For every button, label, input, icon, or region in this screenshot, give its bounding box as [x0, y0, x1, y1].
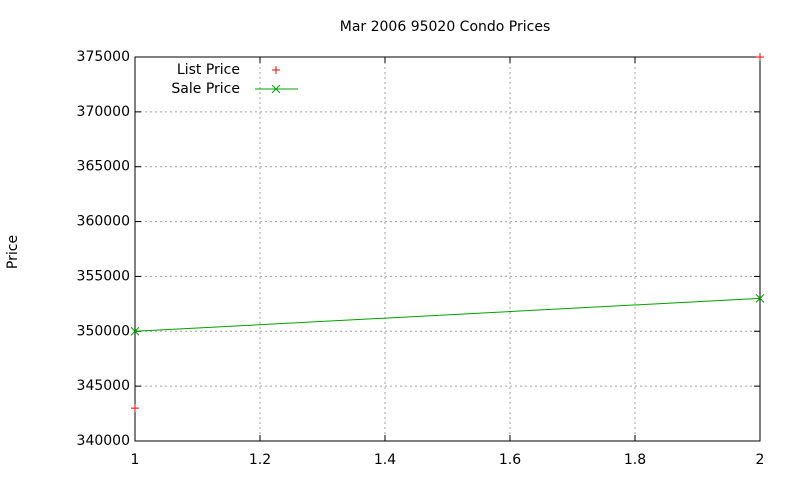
legend-marker: [271, 84, 281, 94]
y-axis-label: Price: [5, 235, 21, 269]
legend-label: List Price: [177, 62, 240, 78]
line: [134, 297, 761, 332]
y-tick-label: 345000: [77, 378, 130, 394]
x-tick-label: 1.6: [499, 452, 521, 468]
plot-border: [134, 56, 761, 442]
y-tick-label: 365000: [77, 159, 130, 175]
point: [130, 326, 140, 336]
point: [755, 294, 765, 303]
x-tick-label: 1.8: [624, 452, 646, 468]
x-tick-label: 1.2: [249, 452, 271, 468]
x-tick-label: 1.4: [374, 452, 396, 468]
y-tick-label: 375000: [77, 49, 130, 65]
x-tick-label: 2: [756, 452, 765, 468]
legend-label: Sale Price: [171, 81, 240, 97]
point: [756, 53, 764, 61]
legend-marker: [272, 66, 280, 74]
y-tick-label: 360000: [77, 214, 130, 230]
point: [131, 404, 139, 413]
y-tick-label: 370000: [77, 104, 130, 120]
y-tick-label: 355000: [77, 268, 130, 284]
chart-title: Mar 2006 95020 Condo Prices: [340, 19, 551, 35]
y-tick-label: 340000: [77, 433, 130, 449]
y-tick-label: 350000: [77, 323, 130, 339]
x-tick-label: 1: [131, 452, 140, 468]
